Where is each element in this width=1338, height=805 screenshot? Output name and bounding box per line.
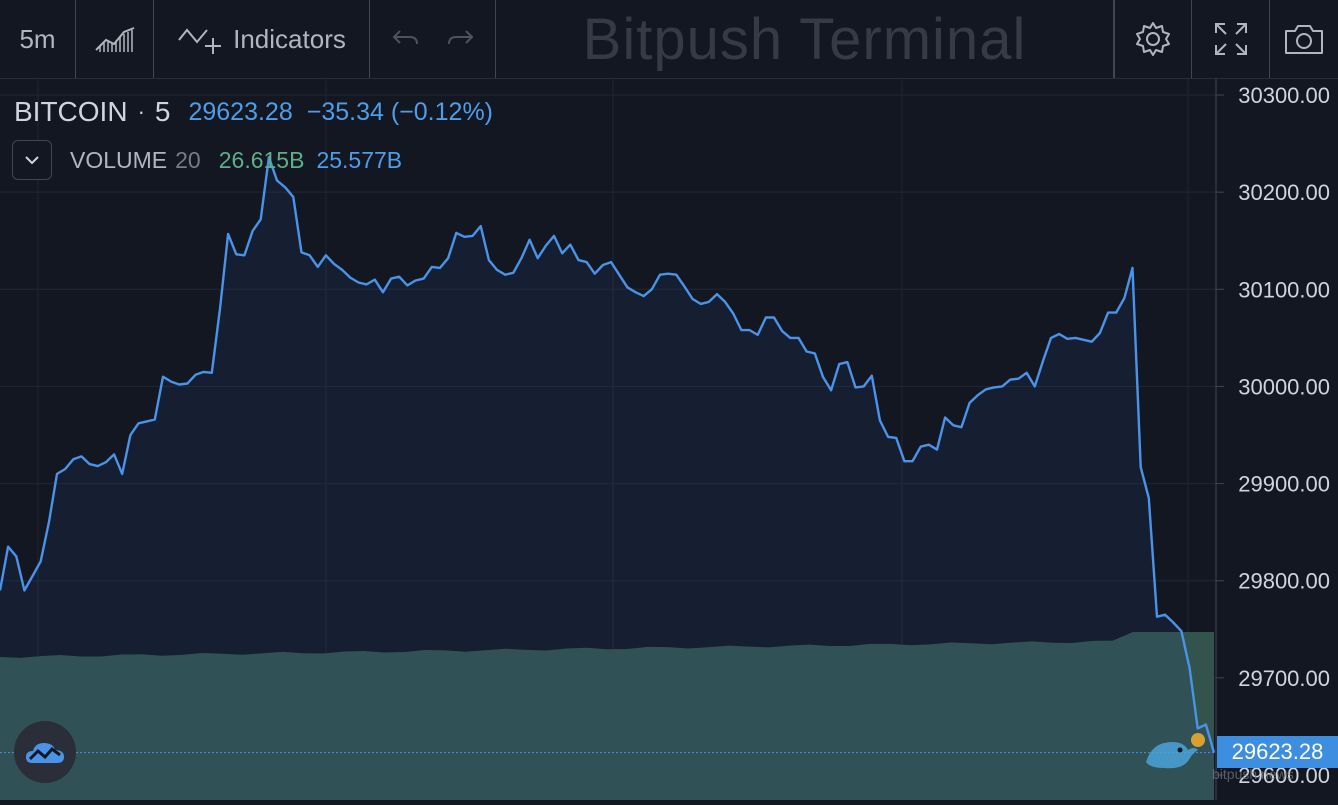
snapshot-button[interactable]: [1270, 0, 1338, 78]
legend-interval: 5: [154, 96, 171, 127]
undo-icon[interactable]: [390, 27, 420, 51]
price-axis-label: 29800.00: [1238, 569, 1330, 594]
price-axis-label: 29700.00: [1238, 666, 1330, 691]
gear-icon: [1136, 22, 1170, 56]
symbol-name[interactable]: BITCOIN: [14, 96, 128, 127]
indicators-icon: [178, 28, 222, 54]
volume-value: 26.615B: [218, 146, 305, 173]
app-logo[interactable]: [14, 721, 76, 783]
price-axis-label: 30100.00: [1238, 277, 1330, 302]
legend-dot: ·: [137, 99, 145, 124]
fullscreen-icon: [1214, 23, 1247, 55]
undo-redo-group: [370, 0, 496, 78]
volume-name[interactable]: VOLUME: [70, 146, 168, 173]
watermark-text: bitpush.news: [1212, 766, 1294, 782]
price-axis-label: 29900.00: [1238, 472, 1330, 497]
price-axis-label: 30000.00: [1238, 374, 1330, 399]
interval-button[interactable]: 5m: [0, 0, 76, 78]
price-axis-label: 30300.00: [1238, 83, 1330, 108]
page-title: Bitpush Terminal: [496, 0, 1114, 78]
volume-period: 20: [175, 146, 201, 173]
price-axis-label: 30200.00: [1238, 180, 1330, 205]
collapse-legend-button[interactable]: [12, 140, 52, 180]
chevron-down-icon: [25, 156, 39, 165]
price-line: [0, 155, 1216, 754]
chart-toolbar: 5m Indicators Bitpush Terminal: [0, 0, 1338, 79]
chart-type-button[interactable]: [76, 0, 154, 78]
last-price-tag: 29623.28: [1217, 736, 1338, 768]
redo-icon[interactable]: [446, 27, 476, 51]
settings-button[interactable]: [1114, 0, 1192, 78]
indicators-button[interactable]: Indicators: [154, 0, 370, 78]
price-axis: 30300.00 30200.00 30100.00 30000.00 29900.00…: [1216, 83, 1330, 788]
volume-ma-value: 25.577B: [316, 146, 403, 173]
camera-icon: [1285, 25, 1323, 54]
legend-price: 29623.28: [188, 97, 293, 126]
fullscreen-button[interactable]: [1192, 0, 1270, 78]
volume-area: [0, 632, 1214, 800]
price-chart[interactable]: 30300.00 30200.00 30100.00 30000.00 29900.00…: [0, 79, 1338, 800]
cloud-chart-icon: [26, 743, 64, 763]
area-chart-icon: [94, 27, 134, 52]
symbol-legend: BITCOIN · 5 29623.28 −35.34 (−0.12%): [14, 96, 493, 128]
indicators-label: Indicators: [233, 23, 346, 54]
volume-legend: VOLUME 20 26.615B 25.577B: [12, 140, 402, 180]
watermark-logo: [1146, 733, 1205, 769]
price-area-fill: [0, 157, 1214, 800]
legend-change: −35.34 (−0.12%): [306, 97, 493, 126]
chart-area[interactable]: 30300.00 30200.00 30100.00 30000.00 29900.00…: [0, 79, 1338, 800]
